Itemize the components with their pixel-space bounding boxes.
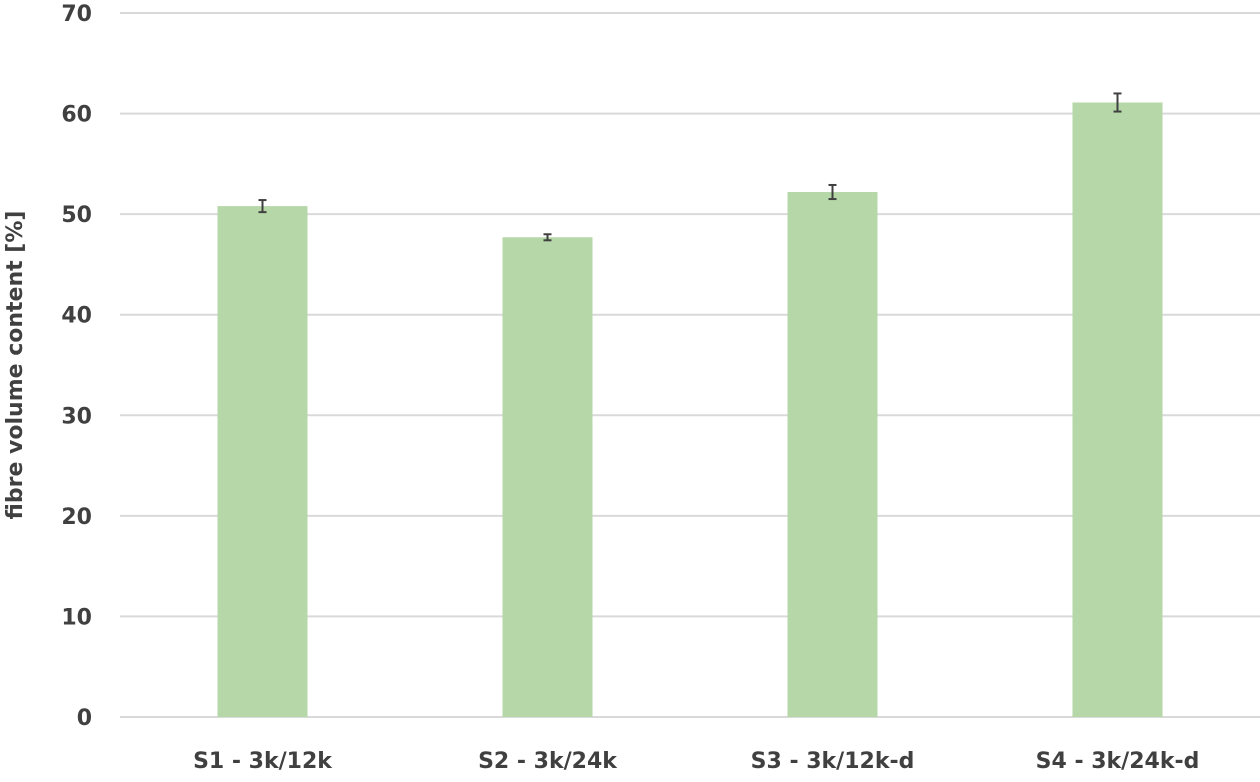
y-tick-label: 60	[61, 103, 92, 128]
x-tick-label: S3 - 3k/12k-d	[751, 749, 915, 774]
y-tick-label: 70	[61, 2, 92, 27]
y-tick-label: 20	[61, 505, 92, 530]
y-tick-label: 50	[61, 203, 92, 228]
error-bar	[258, 199, 267, 214]
x-axis-ticks: S1 - 3k/12k S2 - 3k/24k S3 - 3k/12k-d S4 - …	[193, 749, 1199, 774]
bars	[217, 92, 1163, 718]
bar	[787, 192, 878, 717]
bar	[502, 237, 593, 717]
x-tick-label: S1 - 3k/12k	[193, 749, 333, 774]
error-bar	[543, 233, 552, 242]
y-axis-ticks: 0 10 20 30 40 50 60 70	[61, 2, 92, 731]
x-tick-label: S4 - 3k/24k-d	[1036, 749, 1200, 774]
bar	[217, 206, 308, 717]
bar	[1072, 102, 1163, 718]
y-tick-label: 10	[61, 605, 92, 630]
y-tick-label: 0	[77, 706, 92, 731]
y-tick-label: 40	[61, 304, 92, 329]
x-tick-label: S2 - 3k/24k	[478, 749, 618, 774]
gridlines	[120, 12, 1260, 718]
y-tick-label: 30	[61, 404, 92, 429]
error-bar	[1113, 92, 1122, 113]
error-bar	[828, 183, 837, 201]
y-axis-label: fibre volume content [%]	[3, 211, 28, 520]
